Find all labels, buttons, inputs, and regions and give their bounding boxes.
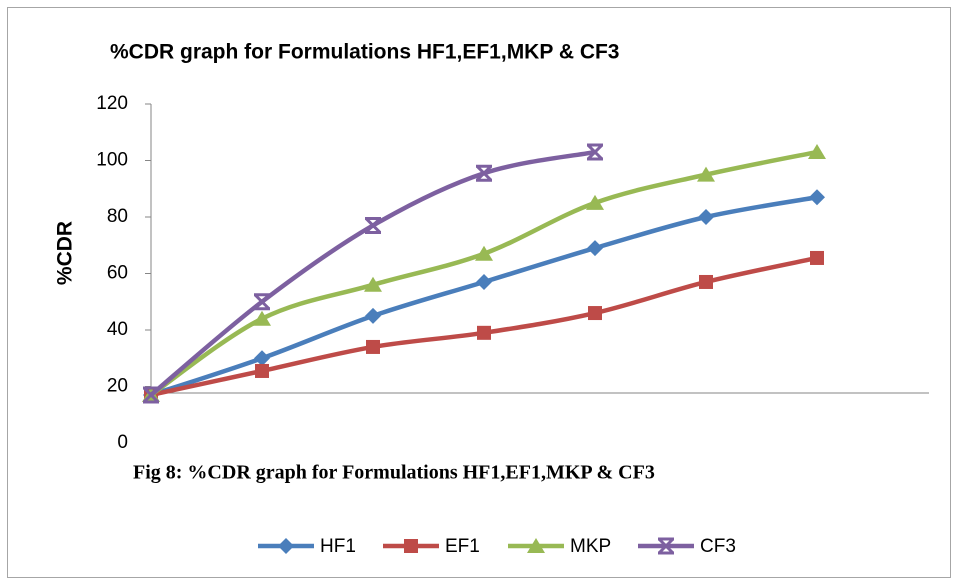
marker xyxy=(475,164,493,182)
y-tick-label: 100 xyxy=(96,150,128,171)
marker xyxy=(586,194,604,210)
legend-label: CF3 xyxy=(700,536,736,557)
marker xyxy=(586,143,604,161)
marker xyxy=(253,293,271,311)
marker xyxy=(366,339,380,354)
marker xyxy=(808,144,826,160)
marker xyxy=(699,274,713,289)
series xyxy=(142,143,604,404)
marker xyxy=(698,209,714,225)
chart-border xyxy=(7,7,951,578)
marker xyxy=(476,273,492,290)
marker xyxy=(404,539,418,553)
marker xyxy=(697,166,715,182)
marker xyxy=(587,240,603,257)
y-tick-label: 120 xyxy=(96,93,128,114)
marker xyxy=(278,538,294,554)
marker xyxy=(475,245,493,261)
y-tick-label: 40 xyxy=(107,319,128,340)
legend-label: EF1 xyxy=(445,536,480,557)
figure-caption: Fig 8: %CDR graph for Formulations HF1,E… xyxy=(133,462,655,484)
legend-label: HF1 xyxy=(320,536,356,557)
marker xyxy=(809,189,825,206)
y-tick-label: 80 xyxy=(107,206,128,227)
y-tick-label: 60 xyxy=(107,263,128,284)
marker xyxy=(253,310,271,326)
marker xyxy=(365,307,381,324)
marker xyxy=(255,363,269,378)
y-tick-label: 20 xyxy=(107,376,128,397)
marker xyxy=(477,325,491,340)
marker xyxy=(364,216,382,234)
chart-title: %CDR graph for Formulations HF1,EF1,MKP … xyxy=(110,41,620,64)
marker xyxy=(527,538,545,553)
marker xyxy=(364,276,382,292)
marker xyxy=(657,537,675,555)
marker xyxy=(810,250,824,265)
series xyxy=(142,144,826,402)
marker xyxy=(254,350,270,367)
y-tick-label: 0 xyxy=(117,432,128,453)
legend-label: MKP xyxy=(570,536,611,557)
marker xyxy=(588,306,602,321)
y-axis-label: %CDR xyxy=(54,221,77,285)
marker xyxy=(142,386,160,404)
